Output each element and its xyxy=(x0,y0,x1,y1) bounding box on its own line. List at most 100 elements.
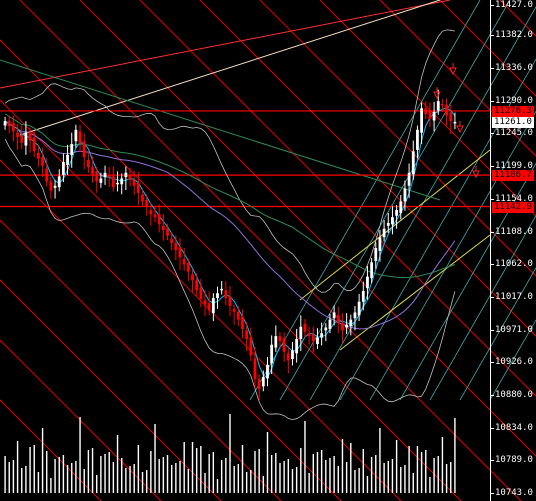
candle-body xyxy=(124,172,128,178)
candle-body xyxy=(374,248,378,261)
volume-bar xyxy=(362,449,364,493)
channel-line-red xyxy=(0,399,102,501)
candle-body xyxy=(449,112,453,122)
candle-body xyxy=(41,157,44,166)
volume-bar xyxy=(341,439,344,493)
volume-bar xyxy=(358,468,360,493)
candle-body xyxy=(182,258,186,265)
volume-bar xyxy=(433,458,435,493)
volume-bar xyxy=(220,460,223,493)
volume-bar xyxy=(200,446,202,493)
volume-bar xyxy=(100,456,102,493)
trend-line-white xyxy=(19,0,441,136)
candle-body xyxy=(328,319,332,329)
candle-body xyxy=(211,298,215,314)
candle-body xyxy=(128,175,132,180)
channel-line-red xyxy=(439,0,536,97)
candle-body xyxy=(436,101,440,111)
volume-bar xyxy=(416,446,419,493)
channel-line-red xyxy=(379,0,536,157)
y-tick-label: 11154.0 xyxy=(490,193,533,204)
volume-bar xyxy=(25,466,27,493)
volume-bar xyxy=(258,449,260,493)
down-arrow-icon xyxy=(433,87,441,100)
volume-bar xyxy=(46,451,48,493)
volume-bar xyxy=(375,455,377,493)
candle-body xyxy=(299,326,303,339)
volume-bar xyxy=(195,448,198,493)
volume-bar xyxy=(116,435,119,493)
candle-body xyxy=(336,315,340,324)
candle-body xyxy=(216,293,219,299)
channel-line-red xyxy=(0,219,282,501)
volume-bar xyxy=(83,469,85,493)
channel-line-red xyxy=(139,0,536,397)
candle-body xyxy=(74,129,78,142)
candle-body xyxy=(191,274,194,281)
candle-body xyxy=(132,179,136,186)
candle-body xyxy=(24,132,28,146)
volume-bar xyxy=(345,462,348,493)
volume-bar xyxy=(8,462,10,493)
volume-bar xyxy=(133,464,135,493)
channel-line-red xyxy=(0,99,402,501)
volume-bar xyxy=(404,465,406,493)
volume-bar xyxy=(325,460,327,493)
volume-bar xyxy=(254,451,256,493)
volume-bar xyxy=(187,469,190,493)
y-tick-label: 11245.0 xyxy=(490,128,533,139)
candle-body xyxy=(28,132,32,141)
candle-body xyxy=(86,159,90,168)
channel-line-cyan xyxy=(489,319,536,401)
volume-bar xyxy=(366,476,369,493)
candle-body xyxy=(145,200,149,208)
candle-body xyxy=(195,280,199,291)
candle-body xyxy=(316,337,319,344)
volume-bar xyxy=(12,460,15,493)
candle-body xyxy=(370,262,374,279)
candle-body xyxy=(274,336,278,348)
candle-body xyxy=(391,217,394,225)
candle-body xyxy=(3,121,7,126)
channel-line-red xyxy=(199,0,536,337)
signal-arrows xyxy=(433,63,480,179)
candle-body xyxy=(95,171,99,182)
candle-body xyxy=(49,181,53,191)
volume-bar xyxy=(16,441,19,493)
candle-body xyxy=(424,108,428,115)
candle-body xyxy=(32,137,36,152)
volume-bar xyxy=(175,463,177,493)
volume-bar xyxy=(112,462,115,493)
candle-body xyxy=(120,178,124,185)
volume-bar xyxy=(333,456,335,493)
candle-body xyxy=(341,323,344,331)
candle-body xyxy=(7,121,11,127)
candle-body xyxy=(324,327,328,331)
volume-bar xyxy=(50,478,52,493)
volume-bar xyxy=(170,465,173,493)
volume-bar xyxy=(287,459,290,493)
volume-bar xyxy=(21,468,23,493)
channel-line-red xyxy=(79,0,536,457)
candle-body xyxy=(428,111,432,120)
down-arrow-icon xyxy=(449,63,457,76)
candle-body xyxy=(45,168,49,182)
volume-bar xyxy=(370,457,373,493)
volume-bar xyxy=(316,452,319,493)
candle-body xyxy=(103,172,107,178)
candle-body xyxy=(70,144,74,155)
lower-band xyxy=(4,138,456,421)
volume-bar xyxy=(158,459,160,493)
candle-body xyxy=(199,287,203,299)
volume-bar xyxy=(279,463,281,493)
current-price-label: 11261.0 xyxy=(492,116,534,128)
trend-line-green xyxy=(0,59,441,201)
price-axis: 11427.0 11382.0 11336.0 11290.0 11245.0 11199… xyxy=(490,0,536,501)
candle-body xyxy=(57,176,61,188)
volume-bar xyxy=(41,428,44,493)
candle-body xyxy=(99,178,103,183)
volume-bar xyxy=(245,472,248,493)
volume-bar xyxy=(420,452,423,493)
y-tick-label: 11427.0 xyxy=(490,0,533,10)
channel-line-red xyxy=(0,159,342,501)
